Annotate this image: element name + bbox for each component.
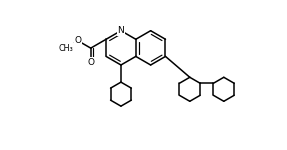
Text: CH₃: CH₃ (59, 44, 73, 53)
Text: N: N (118, 26, 124, 35)
Text: O: O (75, 36, 82, 45)
Text: O: O (87, 58, 94, 67)
